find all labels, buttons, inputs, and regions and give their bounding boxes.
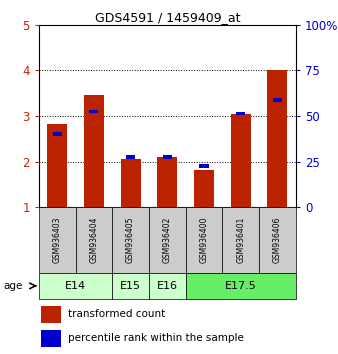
Bar [231,114,251,207]
Bar [121,159,141,207]
Text: GSM936403: GSM936403 [53,217,62,263]
Bar [112,273,149,299]
Bar [163,155,172,159]
Bar [76,207,112,273]
Text: E17.5: E17.5 [225,281,257,291]
Bar [41,330,61,347]
Bar [194,170,214,207]
Bar [39,273,112,299]
Text: E14: E14 [65,281,86,291]
Text: transformed count: transformed count [68,309,165,319]
Text: percentile rank within the sample: percentile rank within the sample [68,333,244,343]
Bar [186,207,222,273]
Bar [222,207,259,273]
Bar [53,132,62,136]
Text: E15: E15 [120,281,141,291]
Bar [89,109,98,113]
Bar [126,155,135,159]
Bar [84,95,104,207]
Text: age: age [3,281,23,291]
Bar [112,207,149,273]
Text: GSM936406: GSM936406 [273,217,282,263]
Text: GSM936400: GSM936400 [199,217,209,263]
Text: GSM936401: GSM936401 [236,217,245,263]
Bar [186,273,296,299]
Text: GSM936404: GSM936404 [90,217,98,263]
Bar [259,207,296,273]
Bar [149,207,186,273]
Bar [267,70,288,207]
Text: GSM936402: GSM936402 [163,217,172,263]
Text: GSM936405: GSM936405 [126,217,135,263]
Bar [149,273,186,299]
Bar [157,157,177,207]
Bar [47,124,67,207]
Bar [273,98,282,102]
Bar [199,164,209,168]
Bar [41,306,61,323]
Text: E16: E16 [157,281,178,291]
Bar [39,207,76,273]
Bar [236,112,245,115]
Title: GDS4591 / 1459409_at: GDS4591 / 1459409_at [95,11,240,24]
